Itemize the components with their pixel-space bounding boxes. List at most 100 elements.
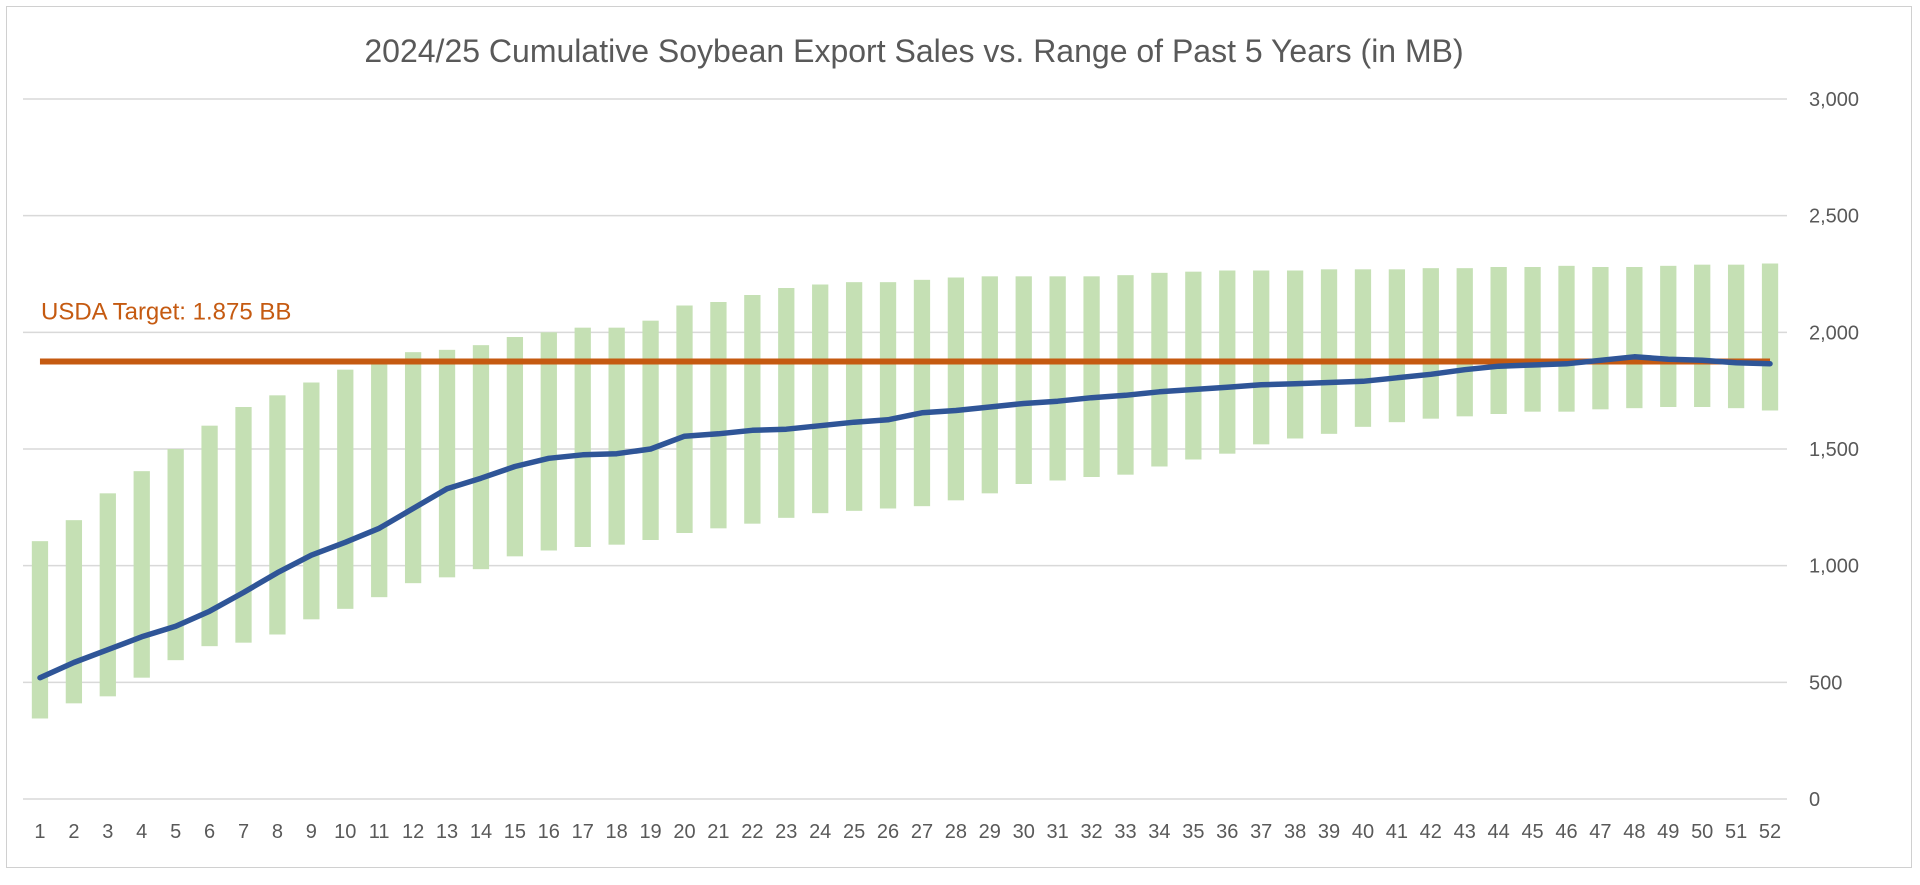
range-bar xyxy=(608,327,625,545)
x-tick-label: 4 xyxy=(136,821,147,843)
x-tick-label: 7 xyxy=(238,821,249,843)
range-bar xyxy=(1083,276,1100,477)
y-tick-labels: 0 500 1,000 1,500 2,000 2,500 3,000 xyxy=(1809,89,1859,811)
range-bar xyxy=(812,284,829,514)
x-tick-label: 31 xyxy=(1047,821,1069,843)
x-tick-label: 19 xyxy=(639,821,661,843)
range-bar xyxy=(1660,265,1677,407)
x-tick-label: 49 xyxy=(1657,821,1679,843)
x-tick-label: 52 xyxy=(1759,821,1781,843)
x-tick-label: 23 xyxy=(775,821,797,843)
range-bar xyxy=(1422,268,1439,419)
range-bar xyxy=(99,493,116,697)
y-tick-label: 0 xyxy=(1809,789,1820,811)
x-tick-label: 27 xyxy=(911,821,933,843)
range-bar xyxy=(981,276,998,494)
x-tick-label: 18 xyxy=(606,821,628,843)
x-tick-label: 22 xyxy=(741,821,763,843)
x-tick-label: 26 xyxy=(877,821,899,843)
range-bar xyxy=(778,288,795,518)
x-tick-label: 37 xyxy=(1250,821,1272,843)
grid-lines xyxy=(23,98,1787,800)
x-tick-label: 28 xyxy=(945,821,967,843)
range-bar xyxy=(1558,265,1575,412)
range-bar xyxy=(642,320,659,540)
range-bar xyxy=(1354,269,1372,427)
x-tick-label: 14 xyxy=(470,821,492,843)
x-tick-label: 16 xyxy=(538,821,560,843)
range-bar xyxy=(1626,267,1643,409)
range-bar xyxy=(710,302,727,529)
x-tick-label: 5 xyxy=(170,821,181,843)
range-bar xyxy=(1761,263,1779,411)
x-tick-label: 13 xyxy=(436,821,458,843)
y-tick-label: 2,500 xyxy=(1809,206,1859,228)
range-bar xyxy=(31,541,49,719)
x-tick-label: 2 xyxy=(68,821,79,843)
range-bar xyxy=(201,425,218,647)
range-bar xyxy=(472,345,490,570)
x-tick-label: 43 xyxy=(1454,821,1476,843)
x-tick-label: 33 xyxy=(1114,821,1136,843)
range-bar xyxy=(438,349,456,578)
y-tick-label: 2,000 xyxy=(1809,322,1859,344)
range-bar xyxy=(574,327,591,547)
x-tick-label: 42 xyxy=(1420,821,1442,843)
x-tick-label: 44 xyxy=(1488,821,1510,843)
x-tick-label: 10 xyxy=(334,821,356,843)
range-bars xyxy=(31,263,1779,719)
x-tick-label: 8 xyxy=(272,821,283,843)
range-bar xyxy=(1185,271,1202,460)
range-bar xyxy=(1253,270,1270,445)
range-bar xyxy=(133,471,150,678)
range-bar xyxy=(269,395,286,635)
range-bar xyxy=(65,520,83,704)
range-bar xyxy=(1117,275,1134,475)
x-tick-label: 3 xyxy=(102,821,113,843)
range-bar xyxy=(947,277,965,501)
x-tick-labels: 1 2 3 4 5 6 7 8 9 10 11 12 13 14 15 16 17 18 19 20 21 22 23 24 2… xyxy=(34,821,1781,843)
range-bar xyxy=(744,295,761,524)
range-bar xyxy=(879,282,897,509)
range-bar xyxy=(845,282,863,511)
range-bar xyxy=(540,332,557,551)
chart-frame: 2024/25 Cumulative Soybean Export Sales … xyxy=(6,6,1912,868)
range-bar xyxy=(1151,272,1168,467)
range-bar xyxy=(1015,276,1032,484)
range-bar xyxy=(1049,276,1066,481)
range-bar xyxy=(1490,267,1507,414)
x-tick-label: 6 xyxy=(204,821,215,843)
range-bar xyxy=(1694,264,1711,407)
range-bar xyxy=(303,382,320,620)
range-bar xyxy=(1456,268,1473,417)
y-tick-label: 1,500 xyxy=(1809,439,1859,461)
x-tick-label: 34 xyxy=(1148,821,1170,843)
x-tick-label: 25 xyxy=(843,821,865,843)
range-bar xyxy=(1320,269,1338,434)
range-bar xyxy=(337,369,354,609)
x-tick-label: 47 xyxy=(1589,821,1611,843)
x-tick-label: 46 xyxy=(1555,821,1577,843)
x-tick-label: 20 xyxy=(673,821,695,843)
x-tick-label: 48 xyxy=(1623,821,1645,843)
x-tick-label: 1 xyxy=(34,821,45,843)
x-tick-label: 29 xyxy=(979,821,1001,843)
current-series xyxy=(37,354,1773,681)
range-bar xyxy=(1524,267,1541,412)
range-bar xyxy=(1592,267,1609,410)
chart-title: 2024/25 Cumulative Soybean Export Sales … xyxy=(364,33,1463,69)
range-bar xyxy=(235,407,252,643)
x-tick-label: 15 xyxy=(504,821,526,843)
range-bar xyxy=(167,449,184,661)
range-bar xyxy=(1727,264,1745,409)
x-tick-label: 41 xyxy=(1386,821,1408,843)
x-tick-label: 17 xyxy=(572,821,594,843)
x-tick-label: 24 xyxy=(809,821,831,843)
usda-target: USDA Target: 1.875 BB xyxy=(39,299,1771,365)
x-tick-label: 32 xyxy=(1080,821,1102,843)
x-tick-label: 36 xyxy=(1216,821,1238,843)
x-tick-label: 50 xyxy=(1691,821,1713,843)
x-tick-label: 39 xyxy=(1318,821,1340,843)
current-series-line xyxy=(37,354,1773,681)
range-bar xyxy=(676,305,693,533)
